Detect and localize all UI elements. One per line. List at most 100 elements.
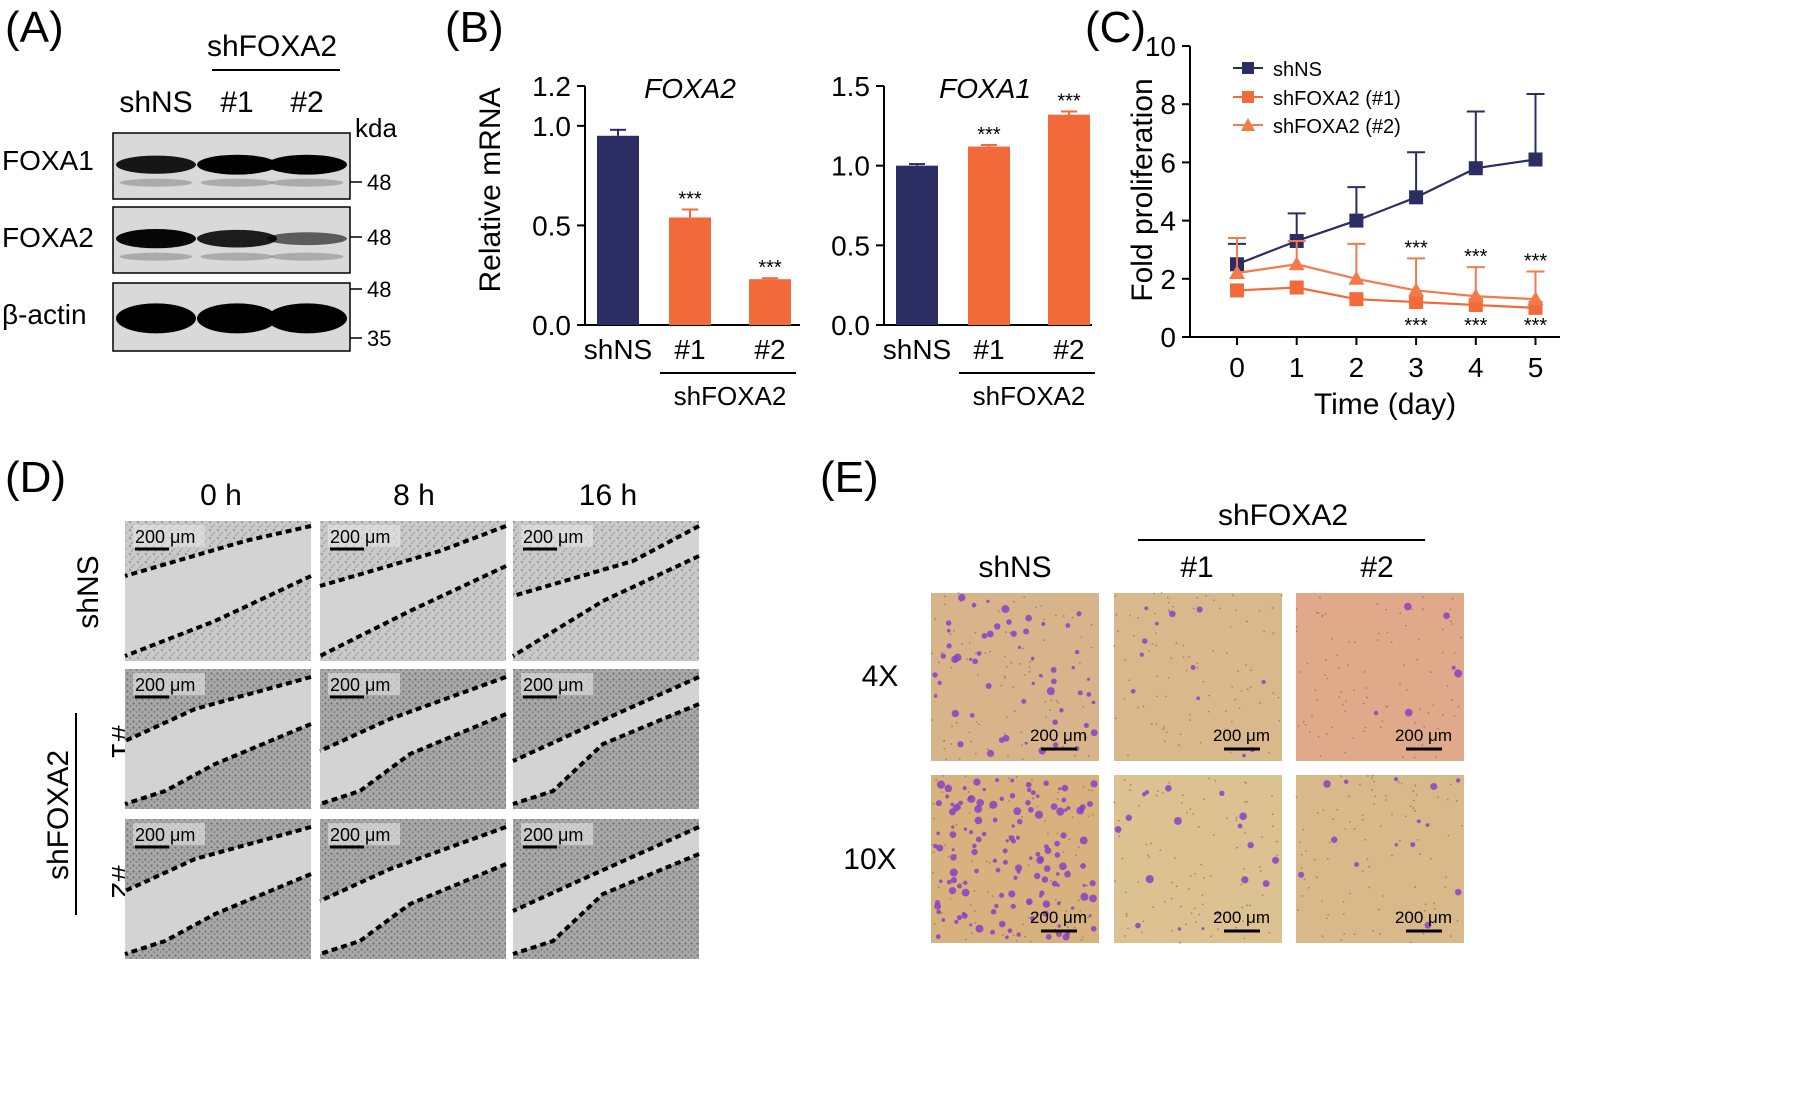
wound-image: 200 μm: [124, 521, 312, 661]
invaded-cell: [1058, 787, 1062, 791]
blot-marker: 35: [367, 326, 391, 351]
scale-bar-label: 200 μm: [1213, 908, 1270, 927]
invaded-cell: [986, 599, 990, 604]
invaded-cell: [1062, 933, 1070, 941]
invaded-cell: [1087, 801, 1093, 807]
scale-bar-label: 200 μm: [135, 527, 195, 547]
invaded-cell: [971, 602, 977, 608]
invasion-image: 200 μm: [1295, 774, 1464, 944]
wound-cell-region: [513, 556, 699, 661]
bar-ytick-label: 0.5: [532, 210, 571, 241]
invaded-cell: [1443, 612, 1450, 620]
wound-row-label: shNS: [72, 555, 105, 628]
invaded-cell: [1043, 865, 1051, 872]
blot-bands-actin: [116, 303, 347, 334]
invaded-cell: [940, 653, 946, 659]
invaded-cell: [1050, 803, 1058, 810]
invasion-image: 200 μm: [931, 774, 1099, 943]
panel-label-d: (D): [5, 453, 66, 502]
invaded-cell: [961, 888, 970, 897]
invaded-cell: [1145, 875, 1154, 884]
line-ytick-label: 0: [1160, 322, 1176, 353]
invaded-cell: [1139, 652, 1144, 657]
invaded-cell: [1354, 862, 1359, 867]
panel-label-b: (B): [445, 3, 504, 52]
invaded-cell: [974, 816, 983, 825]
invasion-col-label: #2: [1360, 551, 1393, 584]
invaded-cell: [1262, 880, 1270, 888]
blot-row-label: FOXA1: [2, 145, 94, 176]
line-chart-proliferation: 0 2 4 6 8 10 0 1 2 3 4 5 *** *** *** *** *** *** shNS shFOX…: [1145, 31, 1560, 383]
invaded-cell: [1125, 814, 1133, 821]
line-series: [1228, 237, 1545, 306]
wound-edge: [124, 825, 312, 893]
invaded-cell: [1008, 890, 1016, 898]
bar: [749, 279, 791, 325]
scale-bar-label: 200 μm: [1030, 908, 1087, 927]
invaded-cell: [1237, 823, 1243, 829]
invaded-cell: [1144, 790, 1150, 795]
bar-category-label: #1: [973, 334, 1004, 365]
invaded-cell: [1045, 933, 1052, 940]
invaded-cell: [985, 683, 992, 690]
blot-band: [267, 154, 347, 175]
bar-significance: ***: [678, 188, 702, 210]
invaded-cell: [999, 796, 1005, 802]
invaded-cell: [972, 843, 977, 849]
invaded-cell: [992, 858, 998, 863]
blot-row-label: β-actin: [2, 299, 87, 330]
wound-time-label: 16 h: [579, 479, 637, 512]
invaded-cell: [1052, 719, 1058, 725]
invaded-cell: [1064, 870, 1071, 878]
invaded-cell: [950, 802, 955, 807]
invaded-cell: [946, 879, 952, 885]
line-ytick-label: 8: [1160, 89, 1176, 120]
invaded-cell: [1201, 927, 1205, 931]
wound-edge: [319, 862, 507, 956]
wb-lane-label: #2: [290, 86, 323, 119]
invaded-cell: [951, 848, 955, 852]
invaded-cell: [1331, 836, 1338, 843]
invaded-cell: [1082, 883, 1086, 887]
invaded-cell: [1016, 869, 1021, 874]
invaded-cell: [1135, 922, 1141, 929]
wb-unit-label: kda: [355, 113, 397, 143]
invaded-cell: [1016, 818, 1023, 825]
bar-title: FOXA1: [939, 73, 1031, 104]
invaded-cell: [1028, 856, 1033, 860]
wound-time-label: 0 h: [200, 479, 242, 512]
line-point: [1467, 288, 1484, 303]
invaded-cell: [963, 880, 968, 885]
bar: [669, 217, 711, 325]
invaded-cell: [1144, 606, 1149, 611]
invaded-cell: [1027, 787, 1032, 793]
scale-bar-label: 200 μm: [523, 675, 583, 695]
wound-edge: [319, 675, 507, 753]
invaded-cell: [1054, 852, 1061, 858]
invaded-cell: [989, 800, 998, 809]
invaded-cell: [1177, 927, 1182, 931]
invaded-cell: [1002, 859, 1008, 865]
invaded-cell: [953, 653, 962, 662]
wound-edge: [124, 872, 312, 956]
invaded-cell: [1165, 785, 1172, 792]
wound-edge: [512, 852, 700, 956]
invaded-cell: [1088, 914, 1092, 918]
invaded-cell: [1009, 792, 1016, 799]
invaded-cell: [937, 680, 942, 686]
invaded-cell: [982, 787, 986, 792]
invaded-cell: [1056, 901, 1061, 906]
invaded-cell: [1066, 806, 1071, 810]
wound-edge: [124, 574, 312, 658]
bar-ytick-label: 1.2: [532, 71, 571, 102]
line-xtick-label: 5: [1528, 352, 1544, 383]
invaded-cell: [1027, 806, 1034, 813]
bar-ytick-label: 1.0: [532, 111, 571, 142]
panel-a: (A) shFOXA2 shNS #1 #2 kda FOXA1 48 FOXA…: [2, 3, 397, 352]
invasion-background: [1296, 593, 1464, 761]
bar-ytick-label: 1.0: [831, 151, 870, 182]
invaded-cell: [1424, 921, 1432, 929]
invaded-cell: [972, 658, 978, 665]
bar-ytick-label: 0.5: [831, 230, 870, 261]
